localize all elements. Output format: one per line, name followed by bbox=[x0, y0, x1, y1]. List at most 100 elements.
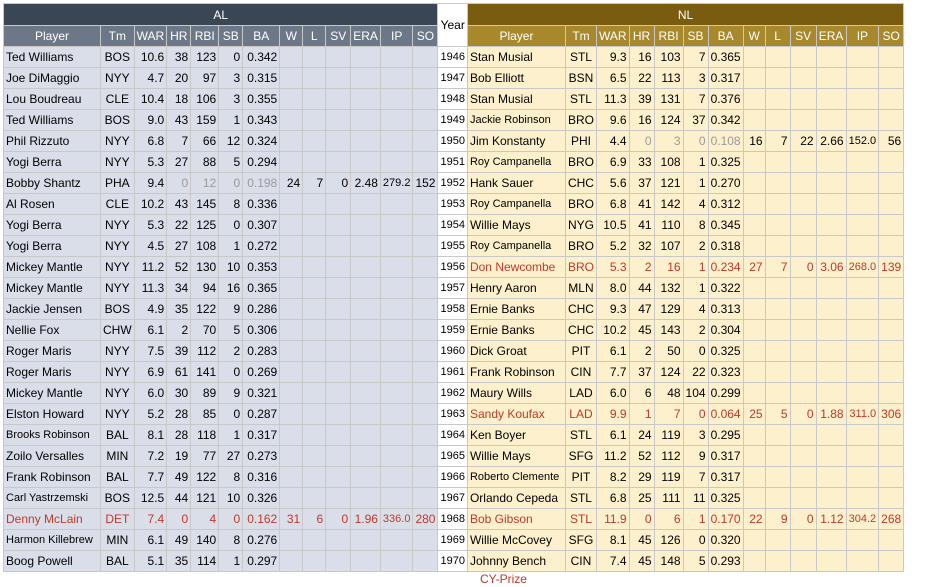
al-w-cell bbox=[279, 193, 304, 215]
al-so-cell bbox=[412, 88, 439, 110]
nl-so-cell bbox=[878, 88, 905, 110]
al-war-cell: 4.5 bbox=[133, 235, 168, 257]
nl-w-cell: 22 bbox=[742, 508, 766, 530]
al-era-cell bbox=[350, 277, 381, 299]
nl-ba-cell: 0.317 bbox=[707, 67, 744, 89]
al-league-header: AL bbox=[2, 3, 439, 26]
al-tm-cell: NYY bbox=[100, 235, 135, 257]
nl-era-cell bbox=[815, 88, 847, 110]
al-w-cell bbox=[279, 529, 304, 551]
nl-rbi-cell: 16 bbox=[653, 256, 684, 278]
al-ip-cell bbox=[379, 382, 414, 404]
al-sv-cell: 0 bbox=[325, 172, 352, 194]
al-col-header-l: L bbox=[302, 25, 327, 47]
al-w-cell bbox=[279, 361, 304, 383]
nl-ip-cell bbox=[845, 109, 880, 131]
nl-so-cell: 56 bbox=[878, 130, 905, 152]
nl-rbi-cell: 112 bbox=[653, 445, 684, 467]
nl-rbi-cell: 50 bbox=[653, 340, 684, 362]
nl-rbi-cell: 124 bbox=[653, 109, 684, 131]
al-ba-cell: 0.365 bbox=[242, 277, 281, 299]
al-w-cell bbox=[279, 277, 304, 299]
year-cell: 1954 bbox=[437, 214, 468, 236]
nl-tm-cell: STL bbox=[564, 487, 597, 509]
nl-ba-cell: 0.313 bbox=[707, 298, 744, 320]
nl-tm-cell: PIT bbox=[564, 340, 597, 362]
nl-l-cell bbox=[764, 424, 791, 446]
table-row: Roger Maris NYY 7.5 39 112 2 0.283 1960 Dick Gro… bbox=[3, 340, 905, 362]
al-player-cell: Al Rosen bbox=[3, 193, 101, 215]
nl-player-cell: Johnny Bench bbox=[466, 550, 566, 572]
nl-hr-cell: 29 bbox=[628, 466, 655, 488]
nl-so-cell: 306 bbox=[878, 403, 905, 425]
al-sv-cell bbox=[325, 403, 352, 425]
al-col-header-ip: IP bbox=[379, 25, 414, 47]
nl-w-cell bbox=[742, 550, 766, 572]
year-cell: 1960 bbox=[437, 340, 468, 362]
nl-hr-cell: 39 bbox=[628, 88, 655, 110]
al-hr-cell: 0 bbox=[166, 508, 192, 530]
al-so-cell bbox=[412, 529, 439, 551]
table-row: Jackie Jensen BOS 4.9 35 122 9 0.286 1958 Ernie … bbox=[3, 298, 905, 320]
nl-hr-cell: 45 bbox=[628, 550, 655, 572]
table-row: Lou Boudreau CLE 10.4 18 106 3 0.355 1948 Stan M… bbox=[3, 88, 905, 110]
cy-prize-footnote: CY-Prize bbox=[480, 572, 527, 586]
nl-sb-cell: 7 bbox=[682, 466, 709, 488]
nl-ba-cell: 0.320 bbox=[707, 529, 744, 551]
al-ip-cell bbox=[379, 256, 414, 278]
al-w-cell bbox=[279, 109, 304, 131]
al-so-cell bbox=[412, 382, 439, 404]
al-hr-cell: 39 bbox=[166, 340, 192, 362]
nl-ba-cell: 0.325 bbox=[707, 151, 744, 173]
nl-w-cell bbox=[742, 466, 766, 488]
nl-player-cell: Roy Campanella bbox=[466, 235, 566, 257]
al-player-cell: Mickey Mantle bbox=[3, 256, 101, 278]
nl-war-cell: 8.1 bbox=[595, 529, 630, 551]
nl-hr-cell: 37 bbox=[628, 361, 655, 383]
al-sb-cell: 1 bbox=[218, 109, 244, 131]
nl-so-cell bbox=[878, 466, 905, 488]
nl-ip-cell bbox=[845, 466, 880, 488]
al-player-cell: Roger Maris bbox=[3, 361, 101, 383]
al-player-cell: Yogi Berra bbox=[3, 235, 101, 257]
al-so-cell bbox=[412, 550, 439, 572]
al-l-cell bbox=[302, 277, 327, 299]
al-hr-cell: 28 bbox=[166, 424, 192, 446]
nl-l-cell bbox=[764, 319, 791, 341]
al-l-cell bbox=[302, 424, 327, 446]
al-so-cell bbox=[412, 487, 439, 509]
nl-l-cell bbox=[764, 487, 791, 509]
year-cell: 1953 bbox=[437, 193, 468, 215]
al-w-cell bbox=[279, 67, 304, 89]
nl-era-cell bbox=[815, 445, 847, 467]
al-sb-cell: 10 bbox=[218, 256, 244, 278]
al-sb-cell: 8 bbox=[218, 193, 244, 215]
nl-w-cell: 27 bbox=[742, 256, 766, 278]
nl-l-cell bbox=[764, 550, 791, 572]
nl-ba-cell: 0.317 bbox=[707, 466, 744, 488]
al-so-cell bbox=[412, 445, 439, 467]
al-col-header-so: SO bbox=[412, 25, 439, 47]
nl-era-cell bbox=[815, 424, 847, 446]
nl-tm-cell: SFG bbox=[564, 445, 597, 467]
year-cell: 1947 bbox=[437, 67, 468, 89]
nl-w-cell bbox=[742, 277, 766, 299]
nl-ba-cell: 0.293 bbox=[707, 550, 744, 572]
al-era-cell bbox=[350, 214, 381, 236]
nl-hr-cell: 37 bbox=[628, 172, 655, 194]
nl-war-cell: 6.9 bbox=[595, 151, 630, 173]
nl-rbi-cell: 108 bbox=[653, 151, 684, 173]
al-tm-cell: BAL bbox=[100, 424, 135, 446]
al-ba-cell: 0.269 bbox=[242, 361, 281, 383]
al-rbi-cell: 94 bbox=[190, 277, 220, 299]
al-sv-cell bbox=[325, 550, 352, 572]
al-player-cell: Ted Williams bbox=[3, 109, 101, 131]
nl-era-cell bbox=[815, 340, 847, 362]
nl-ip-cell bbox=[845, 277, 880, 299]
al-ip-cell bbox=[379, 67, 414, 89]
al-l-cell bbox=[302, 319, 327, 341]
al-ba-cell: 0.276 bbox=[242, 529, 281, 551]
al-tm-cell: NYY bbox=[100, 340, 135, 362]
al-so-cell bbox=[412, 151, 439, 173]
nl-w-cell bbox=[742, 382, 766, 404]
